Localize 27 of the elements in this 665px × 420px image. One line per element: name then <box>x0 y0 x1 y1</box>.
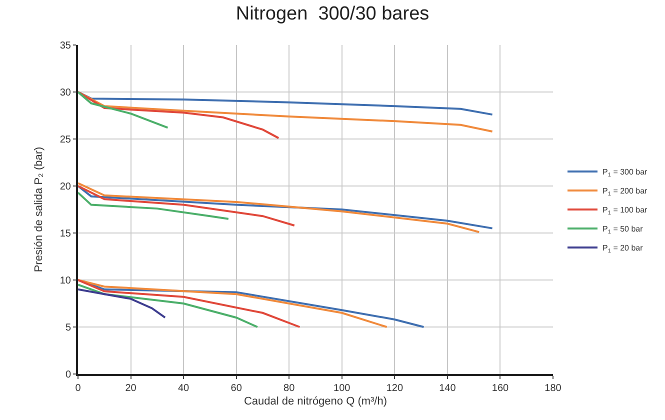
legend-label: P$_{1}$ = 100 bar <box>602 206 648 216</box>
y-tick-label: 35 <box>60 40 72 52</box>
legend-label: P$_{1}$ = 300 bar <box>602 168 648 178</box>
legend-label: P$_{1}$ = 20 bar <box>602 244 644 254</box>
legend-label: P$_{1}$ = 200 bar <box>602 186 648 198</box>
y-tick-label: 30 <box>60 88 72 98</box>
legend-label: P$_{1}$ = 50 bar <box>602 224 644 236</box>
y-tick-label: 15 <box>60 228 72 240</box>
x-tick-label: 160 <box>492 383 509 394</box>
x-tick-label: 60 <box>230 383 242 394</box>
y-tick-label: 25 <box>60 134 72 146</box>
x-axis-title: Caudal de nitrógeno Q (m³/h) <box>244 396 388 408</box>
x-tick-label: 140 <box>439 383 456 394</box>
x-tick-label: 0 <box>75 383 82 394</box>
line-series <box>78 288 166 319</box>
chart-title: Nitrogen 300/30 bares <box>236 4 430 25</box>
x-tick-label: 100 <box>334 383 351 394</box>
y-tick-label: 0 <box>65 370 72 380</box>
y-axis-title: Presión de salida P₂ (bar) <box>33 146 46 272</box>
x-tick-label: 80 <box>284 383 296 394</box>
x-tick-label: 120 <box>386 383 404 394</box>
x-tick-label: 40 <box>178 383 190 394</box>
y-tick-label: 20 <box>60 182 72 192</box>
x-tick-label: 180 <box>544 383 562 394</box>
x-tick-label: 20 <box>125 383 137 394</box>
y-tick-label: 5 <box>65 322 72 334</box>
y-tick-label: 10 <box>60 276 72 286</box>
